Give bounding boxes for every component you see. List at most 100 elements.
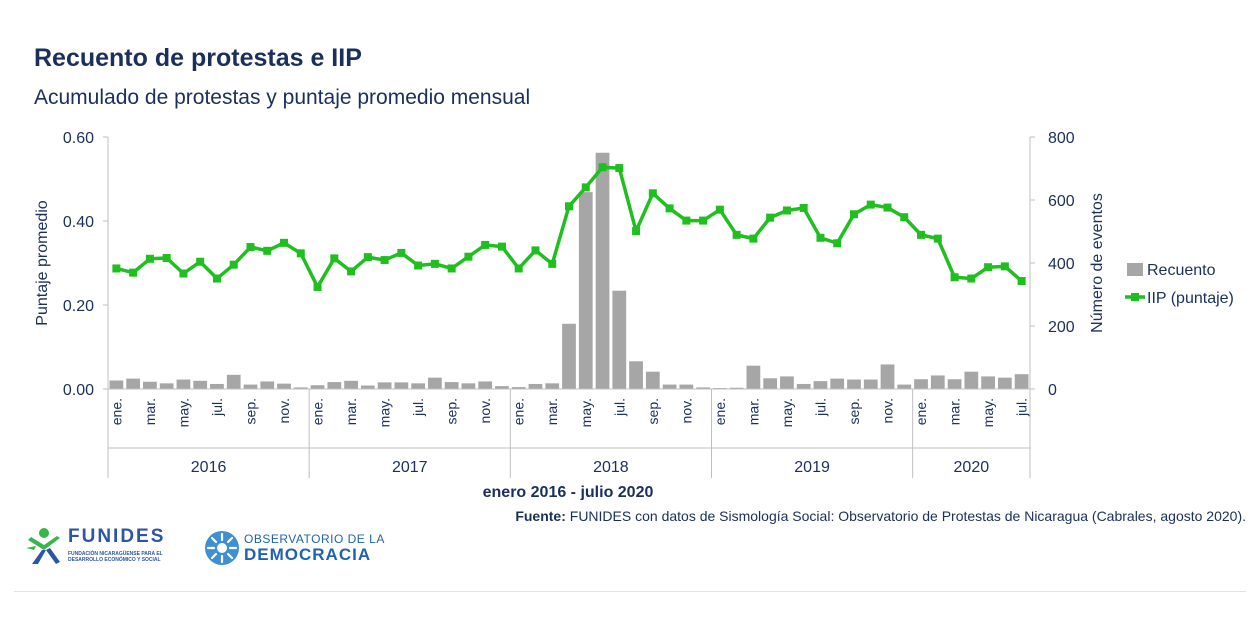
bar (595, 152, 610, 389)
month-label: sep. (444, 398, 460, 424)
iip-point (447, 264, 456, 273)
year-label: 2016 (191, 459, 227, 476)
month-label: nov. (880, 398, 896, 423)
month-label: ene. (511, 398, 527, 425)
iip-point (866, 200, 875, 209)
footer-divider (14, 591, 1246, 592)
bar (511, 387, 526, 389)
bar (964, 371, 979, 389)
iip-point (766, 213, 775, 222)
funides-tagline: FUNDACIÓN NICARAGÜENSE PARA EL DESARROLL… (68, 551, 163, 563)
iip-point (414, 261, 423, 270)
month-label: jul. (611, 398, 627, 417)
right-tick-label: 200 (1048, 319, 1075, 336)
month-label: may. (980, 398, 996, 427)
iip-point (632, 227, 641, 236)
iip-point (514, 264, 523, 273)
left-tick-label: 0.00 (63, 382, 94, 399)
bar (780, 376, 794, 389)
bar (662, 384, 677, 389)
iip-point (950, 273, 959, 282)
iip-point (380, 256, 389, 265)
source-text: FUNIDES con datos de Sismología Social: … (569, 508, 1246, 524)
bar (578, 192, 593, 389)
iip-point (363, 253, 372, 262)
iip-point (699, 216, 708, 225)
iip-point (648, 189, 657, 198)
iip-point (883, 203, 892, 212)
bar (428, 377, 442, 389)
year-label: 2019 (794, 459, 830, 476)
left-tick-label: 0.60 (63, 130, 94, 147)
bar (461, 383, 476, 389)
funides-wordmark: FUNIDES (68, 526, 166, 547)
iip-point (212, 274, 221, 283)
month-label: may. (779, 398, 795, 427)
bar (930, 375, 945, 389)
iip-point (799, 203, 808, 212)
chart-subtitle: Acumulado de protestas y puntaje promedi… (34, 86, 531, 109)
iip-point (430, 259, 439, 268)
month-label: mar. (745, 398, 761, 425)
observatorio-line2: DEMOCRACIA (244, 545, 372, 564)
iip-point (263, 246, 272, 255)
iip-point (330, 254, 339, 263)
left-tick-label: 0.40 (63, 214, 94, 231)
iip-point (497, 242, 506, 251)
iip-point (665, 204, 674, 213)
month-label: mar. (142, 398, 158, 425)
iip-point (548, 259, 557, 268)
funides-mark-icon (26, 528, 60, 564)
iip-point (581, 183, 590, 192)
bar (159, 383, 174, 389)
month-label: nov. (477, 398, 493, 423)
month-label: nov. (276, 398, 292, 423)
month-label: jul. (812, 398, 828, 417)
iip-point (112, 264, 121, 273)
month-label: jul. (209, 398, 225, 417)
iip-point (849, 210, 858, 219)
iip-point (917, 230, 926, 239)
iip-point (280, 238, 289, 247)
iip-point (598, 163, 607, 172)
bar (344, 380, 358, 389)
iip-point (347, 267, 356, 276)
iip-point (732, 230, 741, 239)
month-label: sep. (242, 398, 258, 424)
bar (696, 387, 710, 389)
chart-title: Recuento de protestas e IIP (34, 44, 362, 72)
month-label: jul. (410, 398, 426, 417)
bar (495, 386, 509, 389)
legend-label-recuento: Recuento (1147, 262, 1216, 279)
iip-point (313, 282, 322, 291)
month-label: mar. (343, 398, 359, 425)
bar (109, 380, 124, 389)
iip-point (246, 243, 255, 252)
chart: 0.00 0.20 0.40 0.60 0 200 400 600 800 Puntaje pro… (34, 130, 1234, 500)
bar (444, 382, 459, 389)
bar (997, 377, 1012, 389)
bar (193, 380, 208, 389)
logos: FUNIDES FUNDACIÓN NICARAGÜENSE PARA EL D… (22, 524, 402, 574)
month-label: sep. (846, 398, 862, 424)
bar (847, 379, 861, 389)
month-label: may. (175, 398, 191, 427)
iip-point (196, 257, 205, 266)
right-tick-label: 0 (1048, 382, 1057, 399)
bar (679, 384, 694, 389)
bar (612, 290, 627, 389)
bar (394, 382, 409, 389)
iip-point (296, 249, 305, 258)
month-label: may. (578, 398, 594, 427)
bar (796, 383, 811, 389)
observatorio-mark-icon (205, 531, 239, 565)
bar (260, 381, 275, 389)
month-label: ene. (913, 398, 929, 425)
iip-point (984, 263, 993, 272)
iip-point (782, 206, 791, 215)
bar (897, 384, 912, 389)
month-label: ene. (712, 398, 728, 425)
y-axis-right-title: Número de eventos (1089, 193, 1106, 333)
iip-point (682, 216, 691, 225)
legend-swatch-recuento (1127, 263, 1143, 276)
